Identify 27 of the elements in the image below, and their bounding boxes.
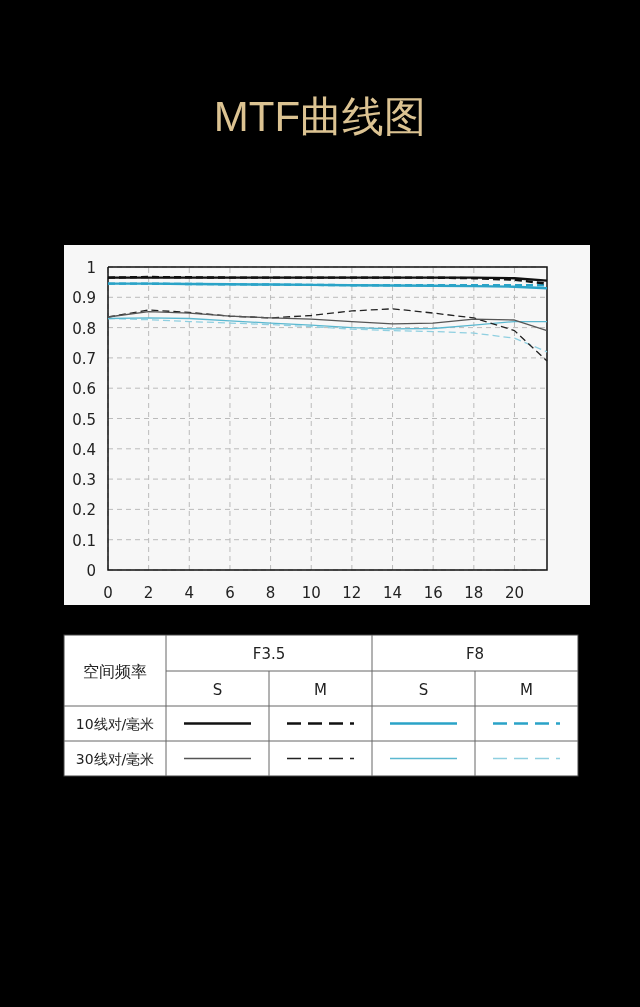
x-tick-label: 4 <box>184 584 195 602</box>
y-tick-label: 0.5 <box>72 410 96 429</box>
y-tick-label: 0.9 <box>72 289 96 308</box>
x-tick-label: 14 <box>382 584 403 602</box>
y-tick-label: 0.6 <box>72 380 96 399</box>
line-series <box>107 310 548 332</box>
y-tick-label: 0.4 <box>72 440 96 459</box>
x-tick-label: 12 <box>342 584 362 602</box>
x-tick-label: 6 <box>225 584 235 602</box>
y-tick-label: 0 <box>86 562 96 580</box>
x-tick-label: 2 <box>143 584 154 602</box>
y-tick-label: 1 <box>86 259 96 277</box>
x-tick-label: 10 <box>301 584 321 602</box>
y-tick-label: 0.2 <box>72 501 96 520</box>
y-tick-label: 0.8 <box>72 319 96 338</box>
x-tick-label: 16 <box>423 584 443 602</box>
legend-title: 空间频率 <box>83 661 147 681</box>
x-tick-label: 8 <box>265 584 276 602</box>
x-tick-label: 20 <box>504 584 525 602</box>
y-tick-label: 0.3 <box>72 471 96 490</box>
y-tick-label: 0.7 <box>72 349 96 368</box>
line-series <box>107 317 548 330</box>
legend: 空间频率 F3.5 F8 S M S M 10线对/毫米 30线对/毫米 <box>63 634 579 777</box>
x-tick-label: 18 <box>464 584 484 602</box>
y-tick-label: 0.1 <box>72 531 96 550</box>
x-tick-label: 0 <box>103 584 113 602</box>
chart-title: MTF曲线图 <box>213 93 427 140</box>
